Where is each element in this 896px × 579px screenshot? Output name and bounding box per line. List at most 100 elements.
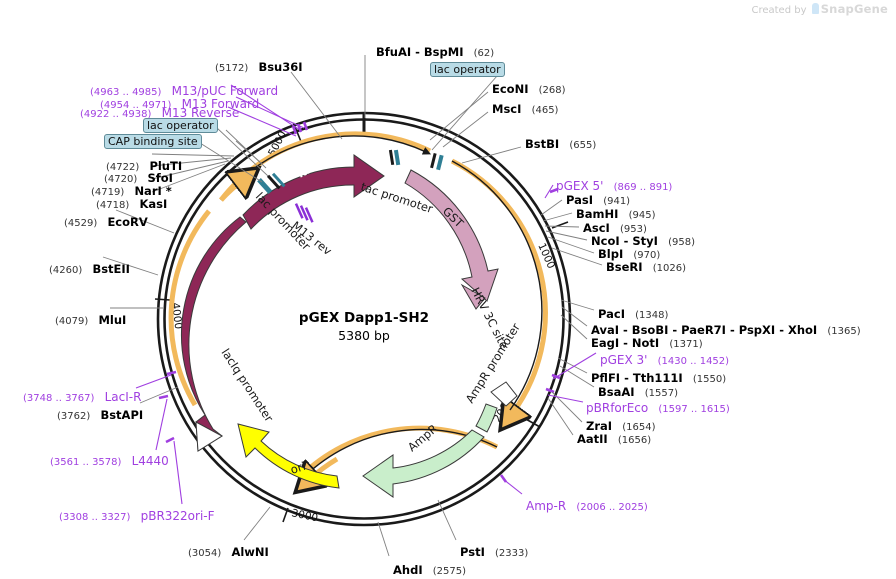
enzyme-position: (970) [633,250,661,261]
arc-label-ori: ori [289,459,308,477]
boxed-feature-label[interactable]: CAP binding site [104,134,202,149]
enzyme-label[interactable]: PstI (2333) [460,543,528,559]
enzyme-label[interactable]: (3054) AlwNI [188,543,269,559]
enzyme-label[interactable]: PasI (941) [566,191,630,207]
feature-range: (2006 .. 2025) [576,502,648,513]
feature-label[interactable]: (3561 .. 3578) L4440 [50,452,169,468]
enzyme-label[interactable]: (4722) PluTI [106,157,182,173]
arc-feature-GST: GST [404,169,499,302]
brand-name: SnapGene [820,2,888,16]
enzyme-label[interactable]: (4718) KasI [96,195,167,211]
enzyme-name: Bsu36I [258,60,303,74]
enzyme-name: PflFI - Tth111I [591,371,683,385]
enzyme-label[interactable]: (4260) BstEII [49,260,130,276]
enzyme-position: (3762) [57,411,91,422]
enzyme-label[interactable]: (5172) Bsu36I [215,58,303,74]
enzyme-label[interactable]: BsaAI (1557) [598,383,678,399]
enzyme-name: ZraI [586,419,613,433]
brand-prefix: Created by [751,5,807,16]
enzyme-name: AatII [577,432,608,446]
enzyme-position: (4079) [55,316,89,327]
enzyme-label[interactable]: BstBI (655) [525,135,596,151]
enzyme-label[interactable]: BamHI (945) [576,205,655,221]
arc-label-lacIq-promoter: lacIq promoter [218,346,276,425]
boxed-feature-label[interactable]: lac operator [143,118,218,133]
enzyme-position: (1656) [617,435,652,446]
arc-label-lacI: lacI [202,290,220,315]
enzyme-name: BstAPI [100,408,144,422]
arc-feature-ori: ori [237,423,340,489]
enzyme-label[interactable]: (3762) BstAPI [57,406,143,422]
feature-label[interactable]: pGEX 3' (1430 .. 1452) [600,351,729,367]
feature-range: (869 .. 891) [613,182,673,193]
enzyme-label[interactable]: MscI (465) [492,100,558,116]
enzyme-name: AscI [583,221,610,235]
enzyme-label[interactable]: (4529) EcoRV [64,213,148,229]
feature-range: (3748 .. 3767) [23,393,95,404]
feature-range: (4963 .. 4985) [90,87,162,98]
enzyme-position: (1371) [669,339,703,350]
feature-name: Amp-R [526,499,567,513]
feature-label[interactable]: (3308 .. 3327) pBR322ori-F [59,507,215,523]
enzyme-label[interactable]: (4079) MluI [55,311,126,327]
enzyme-name: MscI [492,102,522,116]
snapgene-branding: Created by SnapGene [751,2,888,16]
feature-label[interactable]: pBRforEco (1597 .. 1615) [586,399,730,415]
enzyme-name: PacI [598,307,625,321]
enzyme-label[interactable]: AvaI - BsoBI - PaeR7I - PspXI - XhoI (13… [591,321,861,337]
feature-range: (1597 .. 1615) [658,404,730,415]
enzyme-position: (4260) [49,265,83,276]
boxed-feature-label[interactable]: lac operator [430,62,505,77]
enzyme-label[interactable]: PflFI - Tth111I (1550) [591,369,726,385]
enzyme-name: SfoI [147,171,173,185]
enzyme-position: (1654) [622,422,656,433]
enzyme-label[interactable]: (4720) SfoI [104,169,173,185]
enzyme-position: (1348) [635,310,669,321]
leader-lines-features [135,84,597,505]
enzyme-name: EagI - NotI [591,336,660,350]
enzyme-name: PasI [566,193,594,207]
enzyme-label[interactable]: EcoNI (268) [492,80,566,96]
ruler-tick-3000: 3000 [290,507,319,524]
enzyme-position: (2333) [495,548,529,559]
feature-tick-marks [158,121,561,483]
feature-name: M13/pUC Forward [171,84,279,98]
enzyme-label[interactable]: BfuAI - BspMI (62) [376,43,494,59]
enzyme-label[interactable]: (4719) NarI * [91,182,172,198]
feature-label[interactable]: (4963 .. 4985) M13/pUC Forward [90,82,278,98]
enzyme-name: MluI [98,313,127,327]
feature-label[interactable]: (3748 .. 3767) LacI-R [23,388,141,404]
enzyme-label[interactable]: ZraI (1654) [586,417,656,433]
feature-range: (3308 .. 3327) [59,512,131,523]
feature-label[interactable]: Amp-R (2006 .. 2025) [526,497,648,513]
enzyme-label[interactable]: AatII (1656) [577,430,651,446]
enzyme-name: BamHI [576,207,619,221]
ampR-promoter-arrow-icon [490,381,518,407]
enzyme-position: (2575) [432,566,467,577]
enzyme-name: BseRI [606,260,643,274]
enzyme-label[interactable]: PacI (1348) [598,305,668,321]
enzyme-label[interactable]: NcoI - StyI (958) [591,232,695,248]
feature-label[interactable]: (4954 .. 4971) M13 Forward [100,95,259,111]
plasmid-size: 5380 bp [338,328,390,343]
enzyme-name: NarI * [134,184,172,198]
enzyme-position: (4719) [91,187,125,198]
enzyme-label[interactable]: BseRI (1026) [606,258,686,274]
feature-label[interactable]: (4922 .. 4938) M13 Reverse [80,104,239,120]
enzyme-position: (1026) [652,263,686,274]
plasmid-name: pGEX Dapp1-SH2 [299,310,429,326]
enzyme-label[interactable]: EagI - NotI (1371) [591,334,703,350]
tac-promoter-marker-group-right [430,152,444,171]
hrv-3c-site-marker [460,283,486,310]
enzyme-position: (4718) [96,200,130,211]
enzyme-name: BstEII [92,262,130,276]
enzyme-name: BsaAI [598,385,635,399]
enzyme-label[interactable]: BlpI (970) [598,245,660,261]
enzyme-position: (4529) [64,218,98,229]
enzyme-label[interactable]: AhdI (2575) [393,561,466,577]
feature-label[interactable]: pGEX 5' (869 .. 891) [556,177,672,193]
leader-lines-boxed [199,75,498,183]
arc-label-hrv-3c-site: HRV 3C site [468,285,511,351]
enzyme-label[interactable]: AscI (953) [583,219,647,235]
